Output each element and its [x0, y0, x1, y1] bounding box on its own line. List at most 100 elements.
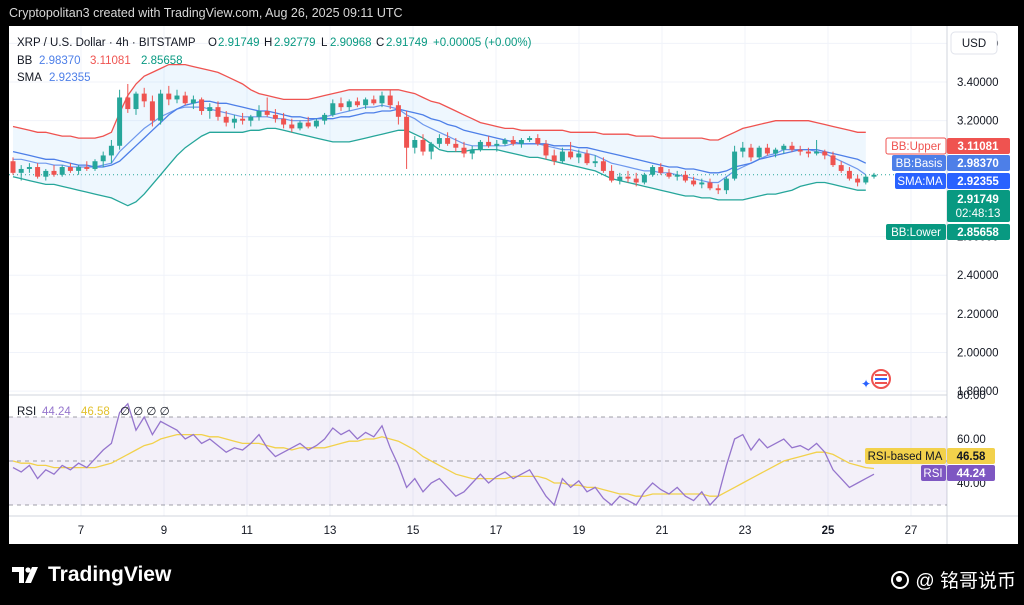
price-pane[interactable]: [9, 63, 947, 207]
candle[interactable]: [723, 176, 729, 195]
candle[interactable]: [158, 89, 164, 125]
candle[interactable]: [830, 151, 836, 168]
candle[interactable]: [584, 149, 590, 166]
candle[interactable]: [510, 136, 516, 146]
candle[interactable]: [494, 139, 500, 152]
candle[interactable]: [863, 174, 869, 185]
candle[interactable]: [773, 147, 779, 158]
candle[interactable]: [477, 139, 483, 152]
candle[interactable]: [231, 114, 237, 129]
candle[interactable]: [404, 111, 410, 169]
chart-canvas[interactable]: 3.600003.400003.200002.600002.400002.200…: [9, 26, 1018, 544]
candle[interactable]: [26, 163, 32, 173]
candle[interactable]: [92, 159, 98, 171]
candle[interactable]: [699, 178, 705, 189]
candle[interactable]: [207, 103, 213, 119]
candle[interactable]: [428, 141, 434, 160]
tradingview-logo[interactable]: TradingView: [12, 563, 171, 587]
candle[interactable]: [740, 141, 746, 158]
candle[interactable]: [248, 114, 254, 127]
candle[interactable]: [469, 145, 475, 160]
candle[interactable]: [354, 97, 360, 108]
candle[interactable]: [182, 91, 188, 106]
candle[interactable]: [100, 151, 106, 168]
us-flag-event-icon[interactable]: ✦: [861, 369, 891, 391]
candle[interactable]: [412, 136, 418, 154]
candle[interactable]: [436, 134, 442, 148]
candle[interactable]: [338, 97, 344, 112]
sma-label[interactable]: SMA: [17, 72, 42, 84]
candle[interactable]: [18, 165, 24, 181]
candle[interactable]: [223, 111, 229, 127]
candle[interactable]: [108, 139, 114, 164]
candle[interactable]: [814, 139, 820, 156]
candle[interactable]: [141, 87, 147, 108]
candle[interactable]: [346, 99, 352, 112]
candle[interactable]: [133, 91, 139, 115]
candle[interactable]: [84, 161, 90, 171]
candle[interactable]: [609, 165, 615, 183]
candle[interactable]: [35, 163, 41, 179]
candle[interactable]: [658, 163, 664, 175]
candle[interactable]: [502, 138, 508, 146]
candle[interactable]: [715, 184, 721, 195]
candle[interactable]: [174, 89, 180, 104]
candle[interactable]: [289, 118, 295, 133]
candle[interactable]: [379, 91, 385, 108]
candle[interactable]: [453, 138, 459, 152]
candle[interactable]: [535, 134, 541, 146]
candle[interactable]: [633, 172, 639, 187]
candle[interactable]: [330, 99, 336, 117]
candle[interactable]: [871, 172, 877, 179]
candle[interactable]: [748, 143, 754, 162]
candle[interactable]: [264, 97, 270, 117]
candle[interactable]: [43, 168, 49, 181]
candle[interactable]: [76, 165, 82, 175]
candle[interactable]: [461, 141, 467, 158]
candle[interactable]: [789, 141, 795, 152]
candle[interactable]: [215, 101, 221, 121]
candle[interactable]: [117, 89, 123, 150]
candle[interactable]: [59, 165, 65, 177]
candle[interactable]: [297, 120, 303, 131]
candle[interactable]: [822, 149, 828, 160]
candle[interactable]: [732, 145, 738, 181]
candle[interactable]: [568, 141, 574, 160]
candle[interactable]: [149, 95, 155, 127]
candle[interactable]: [486, 136, 492, 148]
currency-button[interactable]: USD: [950, 31, 998, 55]
candle[interactable]: [322, 112, 328, 125]
candle[interactable]: [838, 161, 844, 173]
candle[interactable]: [51, 165, 57, 177]
candle[interactable]: [691, 176, 697, 187]
candle[interactable]: [764, 143, 770, 156]
candle[interactable]: [67, 163, 73, 173]
candle[interactable]: [756, 145, 762, 160]
candle[interactable]: [846, 167, 852, 181]
candle[interactable]: [387, 89, 393, 110]
candle[interactable]: [650, 165, 656, 177]
candle[interactable]: [781, 143, 787, 154]
candle[interactable]: [625, 170, 631, 183]
candle[interactable]: [199, 97, 205, 115]
candle[interactable]: [617, 172, 623, 185]
candle[interactable]: [281, 112, 287, 129]
symbol-line[interactable]: XRP / U.S. Dollar · 4h · BITSTAMP: [17, 37, 196, 49]
candle[interactable]: [805, 147, 811, 158]
candle[interactable]: [592, 155, 598, 168]
candle[interactable]: [666, 168, 672, 179]
candle[interactable]: [707, 178, 713, 191]
candle[interactable]: [190, 95, 196, 110]
candle[interactable]: [527, 136, 533, 142]
candle[interactable]: [125, 83, 131, 113]
candle[interactable]: [420, 134, 426, 156]
candle[interactable]: [641, 172, 647, 185]
candle[interactable]: [256, 105, 262, 121]
candle[interactable]: [518, 138, 524, 148]
candle[interactable]: [674, 170, 680, 181]
candle[interactable]: [363, 97, 369, 110]
candle[interactable]: [395, 101, 401, 125]
rsi-pane[interactable]: [9, 402, 947, 507]
candle[interactable]: [682, 170, 688, 183]
candle[interactable]: [445, 132, 451, 146]
